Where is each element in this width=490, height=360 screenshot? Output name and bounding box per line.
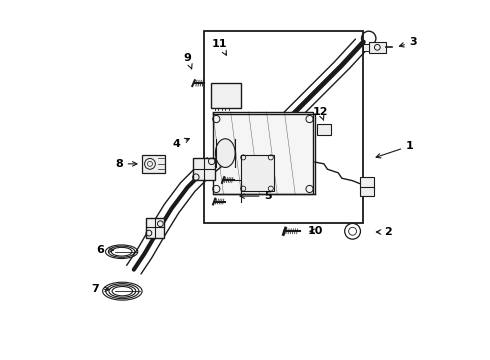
Text: 12: 12 (313, 107, 328, 120)
Bar (204, 31, 364, 223)
Text: 4: 4 (173, 138, 189, 149)
Bar (317, 125, 331, 135)
Text: 10: 10 (307, 226, 322, 236)
Text: 6: 6 (96, 245, 114, 255)
Bar (193, 158, 215, 180)
Text: 7: 7 (91, 284, 109, 294)
Bar (146, 219, 164, 238)
Bar (211, 83, 242, 108)
Text: 2: 2 (376, 227, 392, 237)
Text: 3: 3 (399, 37, 417, 47)
Ellipse shape (216, 139, 235, 167)
Bar (368, 42, 386, 53)
Bar (213, 112, 313, 194)
Text: 8: 8 (115, 159, 137, 169)
Text: 1: 1 (376, 141, 414, 158)
Text: 5: 5 (240, 191, 272, 201)
Bar (364, 44, 368, 51)
Bar (360, 177, 374, 188)
Bar (142, 155, 166, 173)
Text: 11: 11 (212, 39, 228, 55)
Text: 9: 9 (184, 53, 192, 69)
Bar (242, 155, 274, 191)
Bar (360, 187, 374, 196)
